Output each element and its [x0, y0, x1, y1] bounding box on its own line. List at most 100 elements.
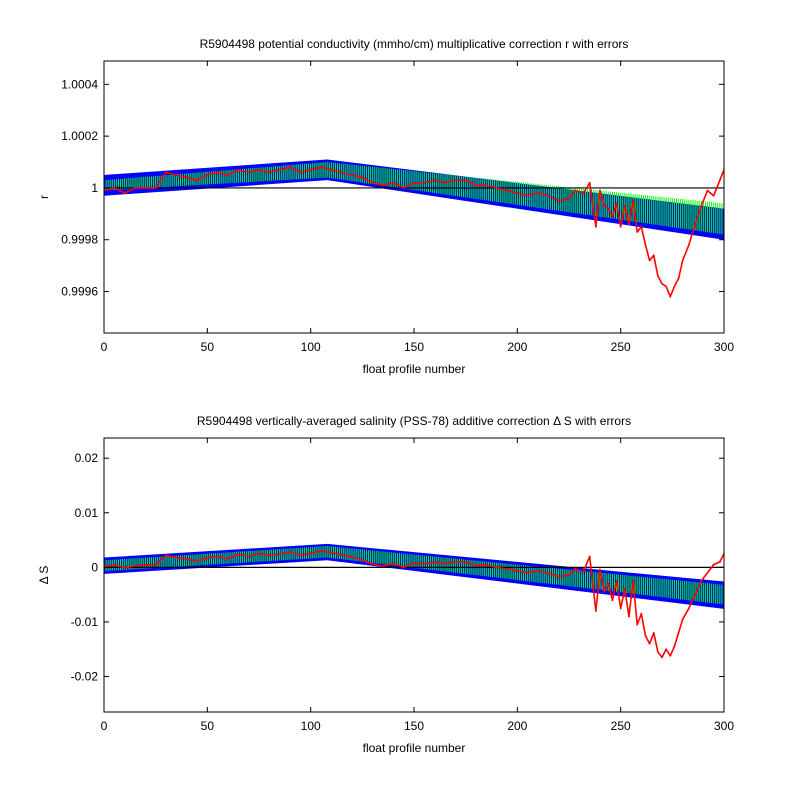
data-point	[652, 254, 655, 257]
y-axis-label: r	[37, 195, 51, 199]
data-point	[681, 259, 684, 262]
data-point	[547, 572, 550, 575]
data-point	[607, 207, 610, 210]
data-point	[433, 561, 436, 563]
plot-content	[104, 159, 724, 298]
data-point	[706, 189, 709, 192]
data-point	[611, 215, 614, 218]
data-point	[247, 555, 250, 558]
data-point	[665, 648, 668, 651]
data-point	[574, 189, 577, 192]
plot-content	[104, 543, 724, 659]
y-tick-label: 0.02	[75, 451, 99, 465]
data-point	[392, 562, 395, 565]
x-tick-label: 150	[404, 340, 424, 354]
data-point	[320, 166, 322, 169]
data-point	[623, 205, 626, 207]
data-point	[568, 197, 570, 200]
data-point	[216, 555, 219, 558]
data-point	[495, 566, 498, 569]
bottom-plot-salinity-correction: 0 50 100 150 200 250 300 -0.02 -0.01 0 0.01 0.02 R59…	[37, 414, 734, 755]
data-point	[644, 634, 647, 637]
data-point	[330, 168, 333, 171]
data-point	[687, 607, 690, 610]
data-point	[506, 568, 508, 570]
data-point	[656, 275, 659, 277]
data-series-line	[104, 550, 724, 659]
data-point	[636, 231, 639, 233]
data-point	[361, 559, 364, 562]
data-point	[537, 569, 539, 572]
chart-title: R5904498 potential conductivity (mmho/cm…	[200, 37, 629, 51]
data-point	[526, 194, 529, 197]
data-point	[289, 166, 291, 169]
data-point	[656, 651, 659, 653]
data-point	[485, 564, 488, 567]
data-point	[361, 176, 364, 179]
x-tick-label: 250	[611, 340, 631, 354]
x-tick-label: 300	[714, 719, 734, 733]
data-point	[165, 171, 167, 174]
data-point	[444, 562, 446, 565]
data-point	[718, 561, 721, 563]
data-point	[615, 580, 618, 582]
data-point	[475, 564, 477, 567]
x-tick-label: 200	[507, 340, 527, 354]
data-point	[603, 591, 606, 593]
data-point	[611, 599, 614, 602]
data-point	[454, 179, 457, 182]
x-tick-label: 50	[201, 719, 215, 733]
data-point	[340, 171, 343, 174]
data-point	[677, 631, 680, 634]
top-plot-r-correction: 0 50 100 150 200 250 300 0.9996 0.9998 1 1.0002 1.0…	[37, 37, 734, 376]
data-point	[619, 607, 622, 610]
data-point	[134, 187, 136, 189]
data-point	[700, 580, 703, 582]
data-point	[706, 571, 709, 574]
data-point	[485, 184, 488, 187]
data-point	[537, 192, 539, 195]
data-point	[392, 181, 395, 184]
data-point	[454, 561, 457, 563]
data-point	[144, 564, 147, 567]
data-point	[644, 244, 647, 246]
data-point	[547, 194, 550, 197]
data-point	[444, 181, 446, 184]
data-point	[154, 563, 157, 566]
data-point	[351, 174, 353, 176]
data-point	[615, 202, 618, 205]
data-point	[673, 285, 676, 288]
data-point	[594, 610, 597, 612]
x-tick-label: 50	[201, 340, 215, 354]
data-point	[144, 187, 147, 189]
data-point	[582, 192, 585, 195]
data-point	[640, 225, 643, 228]
data-point	[475, 184, 477, 187]
y-tick-label: -0.02	[71, 670, 99, 684]
y-tick-label: 1.0004	[61, 77, 98, 91]
data-point	[648, 259, 651, 262]
data-point	[413, 562, 415, 564]
data-point	[433, 179, 436, 182]
data-point	[712, 563, 715, 566]
x-axis-label: float profile number	[363, 362, 466, 376]
data-point	[320, 550, 322, 552]
data-point	[154, 187, 157, 189]
x-tick-label: 100	[301, 340, 321, 354]
data-point	[557, 199, 560, 202]
data-point	[330, 551, 333, 554]
data-point	[371, 563, 374, 565]
data-point	[464, 561, 467, 563]
x-tick-label: 300	[714, 340, 734, 354]
data-point	[278, 553, 281, 556]
data-point	[632, 199, 634, 202]
data-point	[640, 612, 643, 615]
x-tick-label: 150	[404, 719, 424, 733]
data-point	[237, 553, 240, 556]
y-tick-label: 0.01	[75, 506, 99, 520]
data-point	[402, 566, 405, 569]
data-point	[123, 567, 126, 569]
data-point	[289, 551, 291, 553]
data-point	[165, 554, 167, 557]
